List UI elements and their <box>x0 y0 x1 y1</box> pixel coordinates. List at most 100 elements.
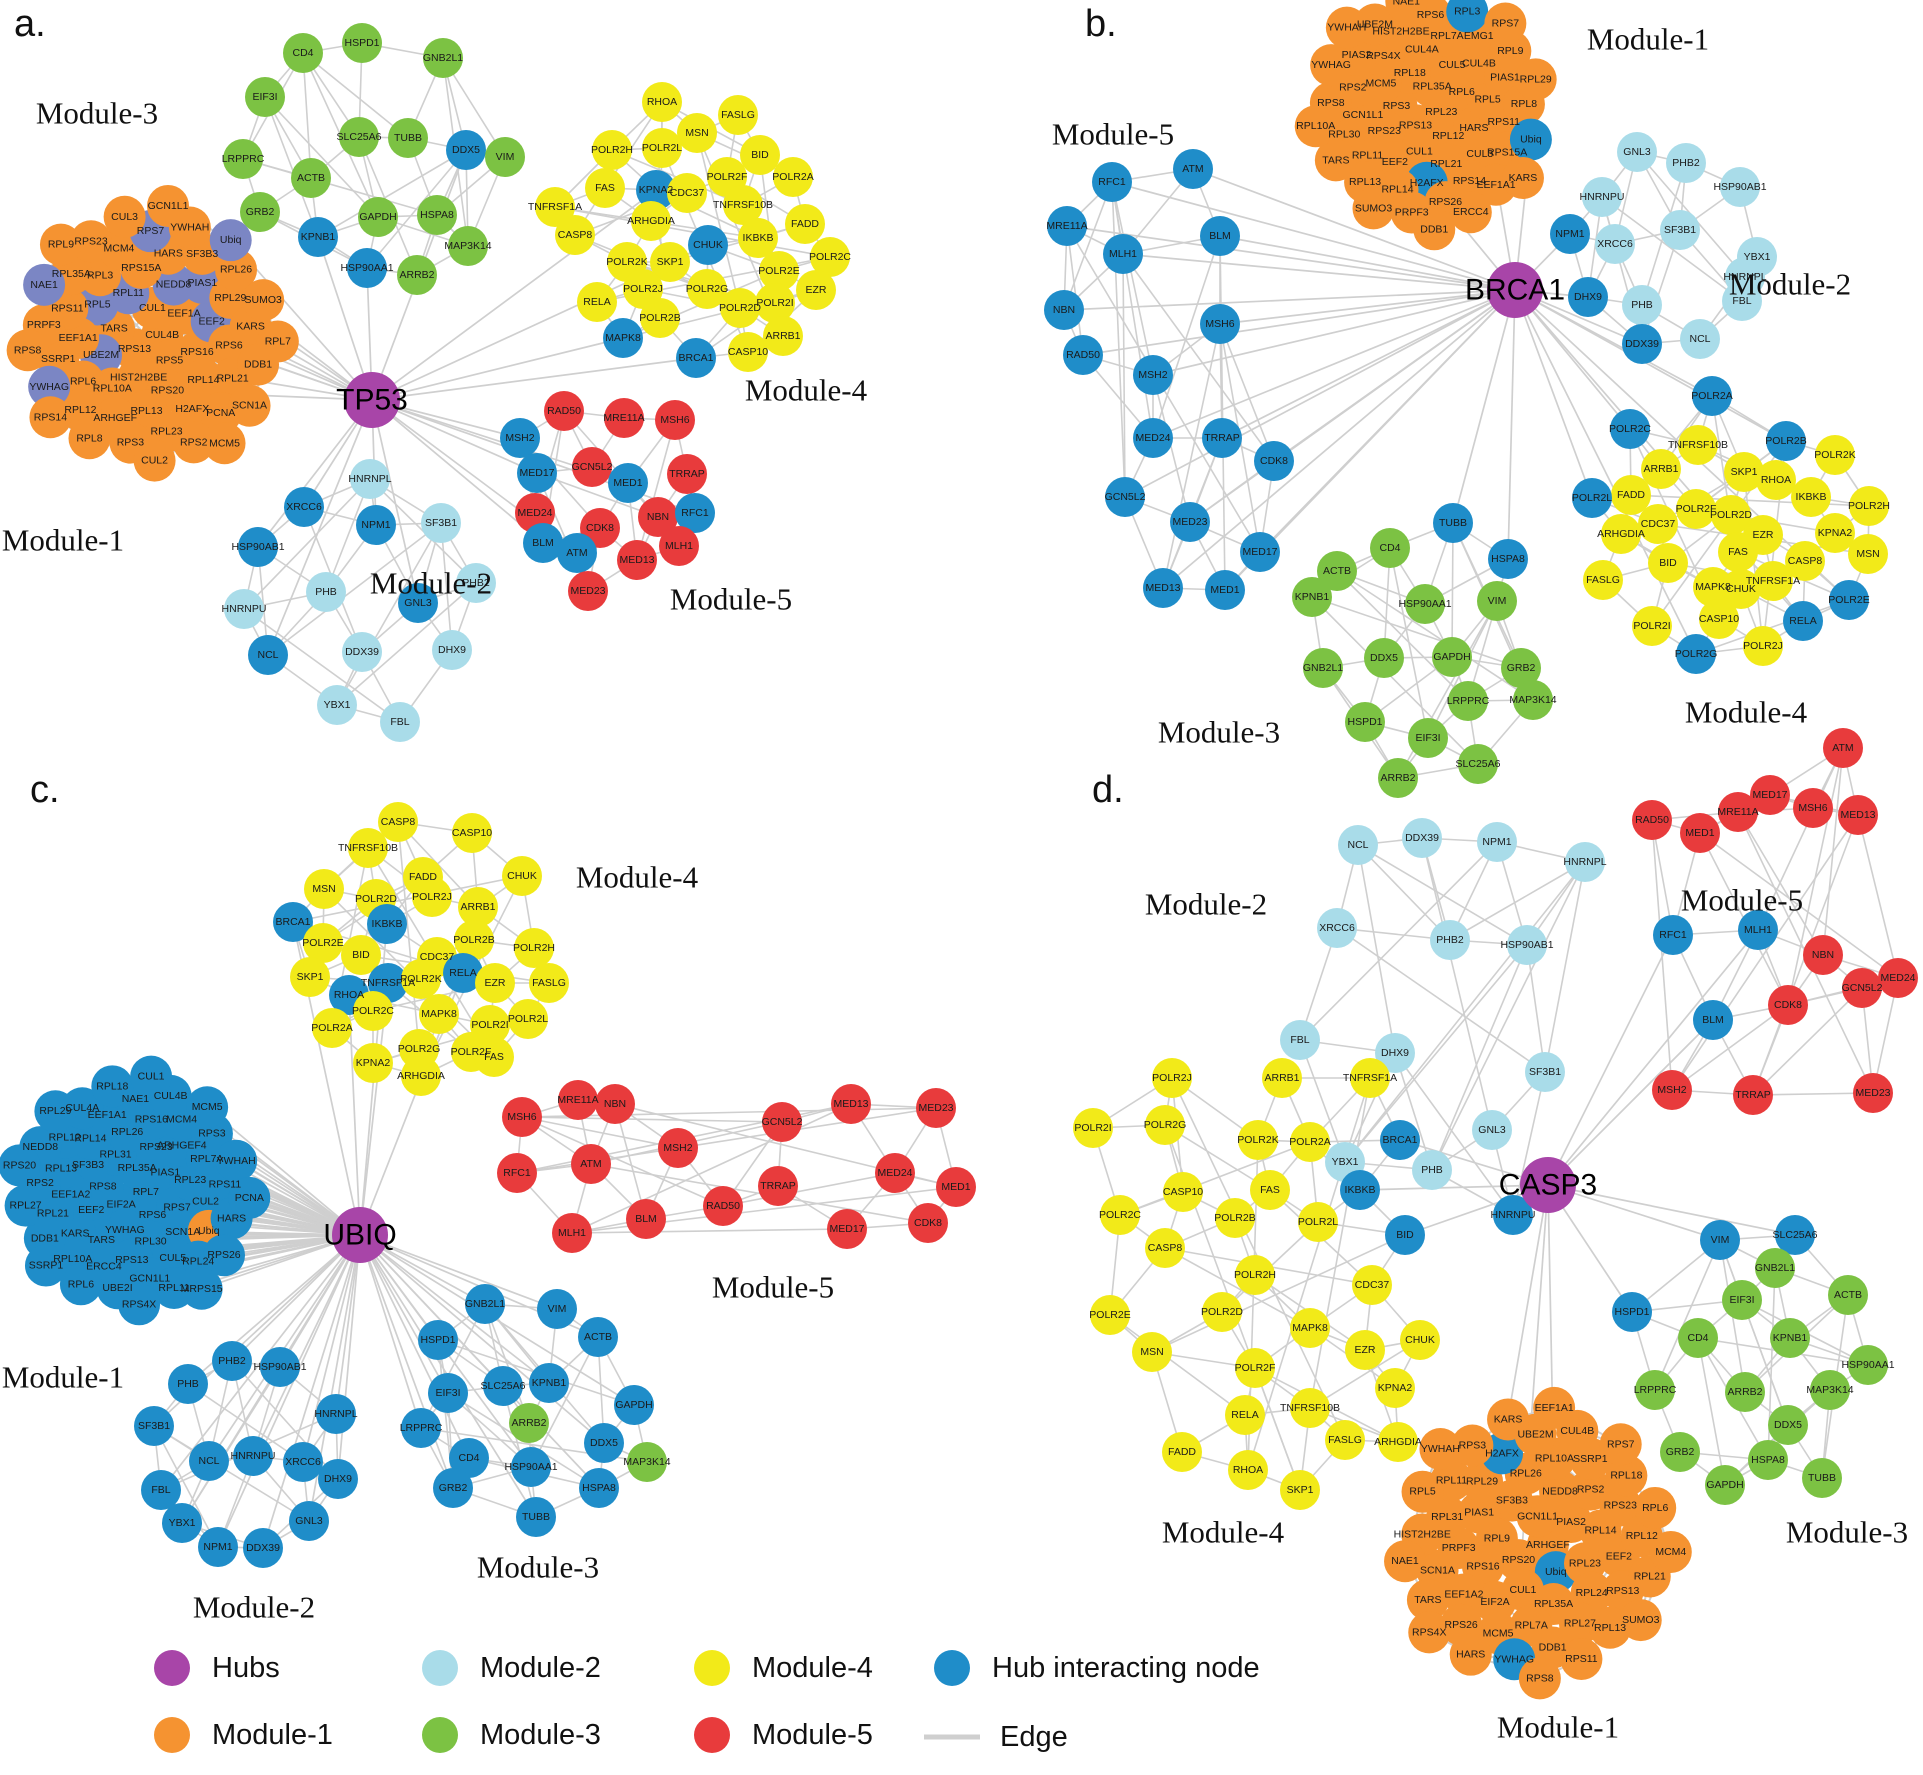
edge <box>359 1234 422 1429</box>
gene-node-MAP3K14 <box>1810 1370 1850 1410</box>
gene-node-MSN <box>1132 1332 1172 1372</box>
gene-node-BID <box>1648 543 1688 583</box>
gene-node-MED17 <box>1750 775 1790 815</box>
gene-node-label: POLR2A <box>311 1022 352 1034</box>
gene-node-RFC1 <box>497 1153 537 1193</box>
gene-node-label: RPS8 <box>14 344 42 356</box>
edge <box>1164 1124 1271 1191</box>
gene-node-label: HIST2H2BE <box>1394 1529 1451 1541</box>
edge <box>1752 1092 1874 1096</box>
gene-node-label: BID <box>751 149 769 161</box>
gene-node-RELA <box>1225 1395 1265 1435</box>
gene-node-label: CHUK <box>693 239 723 251</box>
gene-node-label: SF3B3 <box>186 248 218 260</box>
gene-node-label: PRPF3 <box>1395 206 1429 218</box>
gene-node-label: RFC1 <box>1659 929 1687 941</box>
legend-swatch-red <box>694 1717 730 1753</box>
module-label-a-Module-5: Module-5 <box>670 582 792 617</box>
gene-node-YBX1 <box>162 1503 202 1543</box>
edge <box>521 1116 783 1123</box>
gene-node-YWHAH <box>215 1139 258 1182</box>
gene-node-PHB2 <box>212 1341 252 1381</box>
gene-node-label: FBL <box>151 1484 170 1496</box>
edge <box>1671 814 1859 1091</box>
gene-node-label: TNFRSF10B <box>338 842 398 854</box>
gene-node-label: HARS <box>217 1212 246 1224</box>
gene-node-NPM1 <box>1477 822 1517 862</box>
gene-node-label: EIF3I <box>1415 732 1440 744</box>
gene-node-label: YWHAH <box>217 1155 256 1167</box>
gene-node-label: CDC37 <box>1355 1279 1390 1291</box>
gene-node-Ubiq <box>209 219 252 262</box>
gene-node-label: POLR2J <box>1743 640 1783 652</box>
gene-node-label: RPL12 <box>1432 130 1464 142</box>
gene-node-label: HNRNPL <box>1723 271 1766 283</box>
gene-node-label: LRPPRC <box>1447 695 1490 707</box>
gene-node-label: RPL31 <box>100 1149 132 1161</box>
gene-node-label: HSPD1 <box>1347 716 1382 728</box>
gene-node-label: RAD50 <box>706 1200 740 1212</box>
edge <box>1359 1184 1549 1191</box>
gene-node-label: RPL26 <box>1510 1468 1542 1480</box>
gene-node-label: YWHAG <box>29 381 69 393</box>
gene-node-EIF3I <box>245 77 285 117</box>
gene-node-label: PHB2 <box>218 1355 246 1367</box>
gene-node-label: HIST2H2BE <box>110 371 167 383</box>
gene-node-label: BLM <box>635 1213 657 1225</box>
gene-node-label: PIAS2 <box>1342 49 1372 61</box>
edge <box>366 149 467 269</box>
gene-node-MRE11A <box>604 398 644 438</box>
gene-node-label: FADD <box>1168 1446 1196 1458</box>
edge <box>302 52 312 179</box>
edge <box>317 149 467 238</box>
gene-node-label: RPL3 <box>87 269 113 281</box>
gene-node-label: MED23 <box>1172 516 1207 528</box>
gene-node-CD4 <box>283 33 323 73</box>
gene-node-label: GRB2 <box>246 206 275 218</box>
gene-node-label: TARS <box>88 1234 115 1246</box>
gene-node-RPL6 <box>1634 1486 1677 1529</box>
gene-node-label: RPL10A <box>93 383 132 395</box>
edge <box>337 1234 361 1480</box>
gene-node-label: POLR2K <box>400 973 441 985</box>
gene-node-label: ARHGDIA <box>627 215 675 227</box>
gene-node-label: IKBKB <box>1345 1184 1376 1196</box>
gene-node-POLR2L <box>1298 1202 1338 1242</box>
gene-node-FADD <box>1611 475 1651 515</box>
gene-node-label: RAD50 <box>547 405 581 417</box>
gene-node-label: RPL30 <box>1328 129 1360 141</box>
gene-node-label: XRCC6 <box>1597 238 1633 250</box>
gene-node-SF3B1 <box>1660 210 1700 250</box>
gene-node-DDX5 <box>1364 638 1404 678</box>
gene-node-label: RPS7 <box>163 1201 191 1213</box>
gene-node-GNL3 <box>398 583 438 623</box>
gene-node-GAPDH <box>1432 637 1472 677</box>
edge <box>1857 814 1899 979</box>
gene-node-label: DDB1 <box>31 1232 59 1244</box>
gene-node-label: RPL14 <box>74 1133 106 1145</box>
gene-node-label: PHB <box>1421 1164 1443 1176</box>
gene-node-KPNA2 <box>1815 513 1855 553</box>
gene-node-label: CD4 <box>1379 542 1400 554</box>
gene-node-label: RHOA <box>334 989 364 1001</box>
gene-node-label: NCL <box>257 649 278 661</box>
edge <box>1122 253 1516 291</box>
gene-node-label: FASLG <box>721 109 755 121</box>
gene-node-label: MED13 <box>619 554 654 566</box>
edge <box>371 399 419 604</box>
gene-node-TNFRSF10B <box>723 185 763 225</box>
gene-node-label: MED1 <box>1210 584 1239 596</box>
gene-node-label: BRCA1 <box>1382 1134 1417 1146</box>
gene-node-label: GCN5L2 <box>572 461 613 473</box>
gene-node-label: EEF2 <box>199 315 225 327</box>
edge <box>1063 181 1113 311</box>
edge <box>371 244 709 401</box>
gene-node-label: RPS26 <box>1429 196 1462 208</box>
gene-node-label: RPL13 <box>130 405 162 417</box>
gene-node-label: RPS2 <box>1339 81 1367 93</box>
gene-node-MAPK8 <box>603 318 643 358</box>
gene-node-POLR2B <box>454 920 494 960</box>
edge <box>1152 289 1516 376</box>
gene-node-label: RPL23 <box>151 426 183 438</box>
